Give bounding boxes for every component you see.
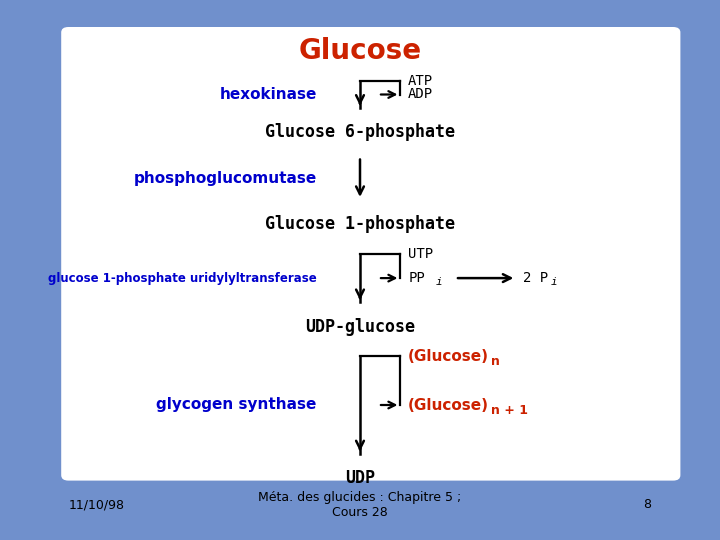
Text: n + 1: n + 1	[491, 404, 528, 417]
Text: PP: PP	[408, 271, 425, 285]
Text: i: i	[551, 277, 557, 287]
Text: 11/10/98: 11/10/98	[68, 498, 125, 511]
Text: UDP-glucose: UDP-glucose	[305, 318, 415, 336]
Text: Méta. des glucides : Chapitre 5 ;
Cours 28: Méta. des glucides : Chapitre 5 ; Cours …	[258, 491, 462, 519]
Text: glycogen synthase: glycogen synthase	[156, 397, 317, 413]
Text: ATP: ATP	[408, 74, 433, 88]
Text: glucose 1-phosphate uridylyltransferase: glucose 1-phosphate uridylyltransferase	[48, 272, 317, 285]
Text: hexokinase: hexokinase	[220, 87, 317, 102]
Text: 2 P: 2 P	[523, 271, 549, 285]
FancyBboxPatch shape	[61, 27, 680, 481]
Text: Glucose: Glucose	[298, 37, 422, 65]
Text: 8: 8	[644, 498, 652, 511]
Text: (Glucose): (Glucose)	[408, 349, 490, 364]
Text: n: n	[491, 355, 500, 368]
Text: UDP: UDP	[345, 469, 375, 487]
Text: UTP: UTP	[408, 247, 433, 261]
Text: i: i	[436, 277, 442, 287]
Text: Glucose 6-phosphate: Glucose 6-phosphate	[265, 123, 455, 141]
Text: Glucose 1-phosphate: Glucose 1-phosphate	[265, 215, 455, 233]
Text: (Glucose): (Glucose)	[408, 397, 490, 413]
Text: phosphoglucomutase: phosphoglucomutase	[133, 171, 317, 186]
Text: ADP: ADP	[408, 87, 433, 102]
